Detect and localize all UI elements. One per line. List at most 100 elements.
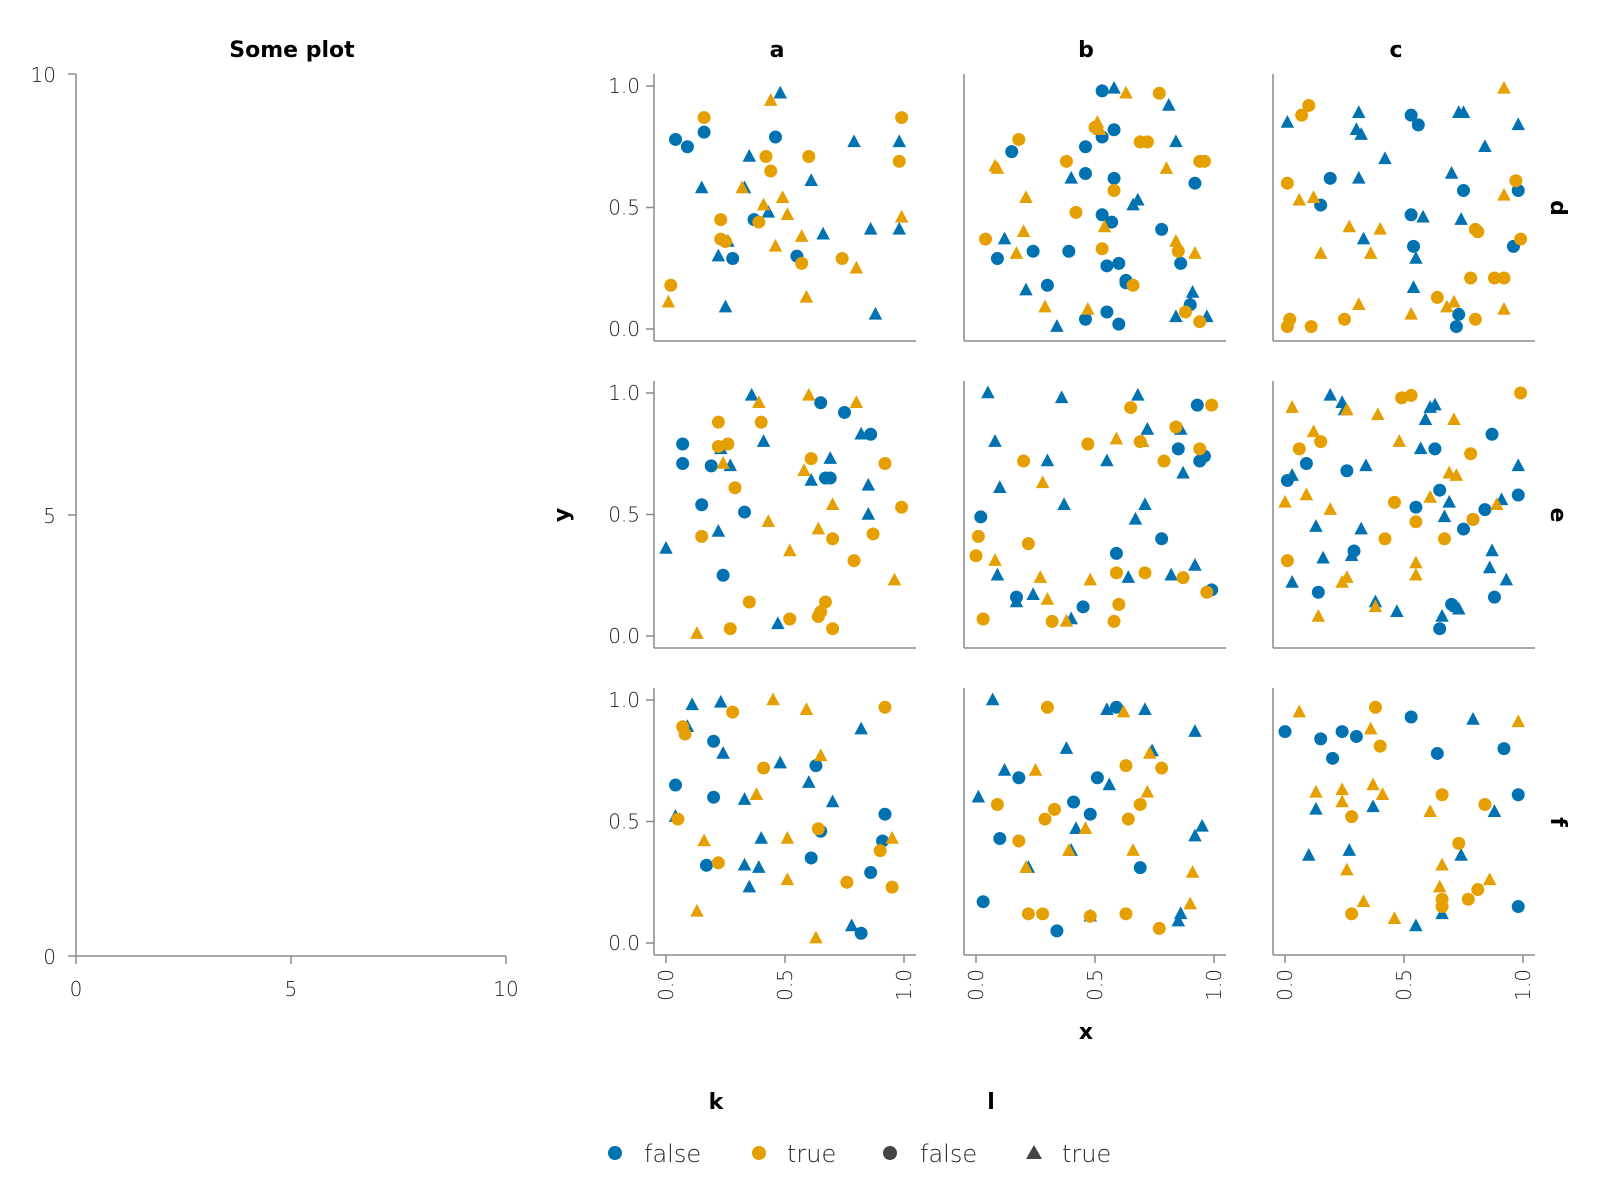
data-point-circle	[1430, 290, 1444, 304]
data-point-circle	[1059, 154, 1073, 168]
data-point-triangle	[742, 879, 757, 893]
data-point-triangle	[1135, 434, 1150, 447]
legend-label-l-true: true	[1062, 1140, 1111, 1168]
col-label-a: a	[770, 38, 785, 63]
data-point-circle	[704, 459, 718, 473]
data-point-circle	[1012, 132, 1026, 146]
data-point-triangle	[1309, 519, 1323, 532]
panel-x-tick-label: 0.0	[1273, 969, 1297, 1001]
data-point-circle	[804, 851, 818, 865]
data-point-circle	[979, 232, 993, 246]
data-point-circle	[676, 437, 690, 451]
data-point-circle	[1471, 225, 1485, 239]
data-point-circle	[1012, 834, 1026, 848]
data-point-triangle	[1428, 397, 1442, 411]
data-point-triangle	[1447, 294, 1461, 308]
data-point-circle	[1045, 614, 1059, 628]
data-point-triangle	[1126, 843, 1140, 856]
data-point-triangle	[1059, 741, 1074, 754]
data-point-circle	[1464, 447, 1478, 461]
data-point-triangle	[1285, 468, 1299, 481]
data-point-triangle	[1026, 587, 1040, 600]
data-point-triangle	[1083, 572, 1097, 586]
legend-label-l-false: false	[920, 1140, 977, 1168]
data-point-circle	[1133, 797, 1147, 811]
data-point-triangle	[1409, 567, 1423, 581]
data-point-triangle	[752, 395, 766, 408]
data-point-triangle	[825, 794, 840, 808]
data-point-circle	[826, 532, 840, 546]
panel-f-a: 0.0 0.5 1.0 0.0 0.5 1.0	[608, 688, 916, 1001]
data-point-triangle	[1306, 190, 1321, 204]
data-point-circle	[1295, 108, 1309, 122]
data-point-circle	[1478, 797, 1492, 811]
data-point-triangle	[735, 180, 749, 194]
data-point-triangle	[1019, 190, 1033, 204]
data-point-triangle	[1352, 105, 1366, 118]
data-point-triangle	[716, 745, 730, 759]
data-point-triangle	[1069, 821, 1083, 835]
data-point-triangle	[1292, 192, 1307, 206]
legend-marker-l-true	[1026, 1145, 1042, 1159]
data-point-circle	[1100, 305, 1114, 319]
data-point-circle	[1511, 183, 1525, 197]
data-point-triangle	[1285, 575, 1299, 588]
data-point-circle	[1280, 554, 1294, 568]
data-point-triangle	[1162, 97, 1176, 111]
panel-d-c	[1272, 74, 1535, 342]
data-point-circle	[1109, 700, 1123, 714]
data-point-triangle	[711, 248, 726, 262]
y-axis-label: y	[550, 508, 575, 522]
data-point-triangle	[773, 755, 787, 769]
panel-x-tick-label: 0.5	[773, 969, 797, 1001]
data-point-circle	[1407, 239, 1421, 253]
col-label-b: b	[1078, 38, 1094, 63]
data-point-circle	[1302, 98, 1316, 112]
data-point-triangle	[985, 692, 1000, 706]
panel-y-tick-label: 0.0	[608, 317, 640, 341]
data-point-triangle	[1185, 865, 1200, 878]
data-point-circle	[1155, 222, 1169, 236]
data-point-triangle	[694, 180, 709, 194]
panel-x-tick-label: 1.0	[1202, 969, 1226, 1001]
data-point-circle	[1062, 244, 1076, 258]
data-point-circle	[1038, 812, 1052, 826]
data-point-triangle	[990, 567, 1005, 581]
data-point-triangle	[1378, 151, 1392, 165]
data-point-triangle	[737, 857, 752, 871]
data-point-triangle	[1285, 400, 1299, 413]
data-point-triangle	[1454, 848, 1468, 861]
data-point-circle	[1433, 622, 1447, 636]
data-point-triangle	[1404, 306, 1418, 320]
data-point-circle	[838, 405, 851, 419]
data-point-circle	[1126, 278, 1140, 292]
data-point-triangle	[1138, 497, 1152, 511]
data-point-triangle	[1371, 407, 1385, 421]
left-plot-title: Some plot	[229, 38, 355, 63]
data-point-circle	[1345, 907, 1359, 921]
data-point-triangle	[1054, 390, 1069, 404]
data-point-triangle	[1016, 224, 1031, 238]
data-point-circle	[1404, 710, 1418, 724]
data-point-circle	[1119, 907, 1133, 921]
data-point-triangle	[847, 134, 861, 148]
data-point-circle	[1461, 892, 1475, 906]
data-point-circle	[1314, 435, 1328, 449]
data-point-circle	[764, 164, 778, 178]
data-point-circle	[1140, 135, 1154, 149]
data-point-circle	[1457, 522, 1470, 536]
data-point-circle	[1345, 810, 1359, 824]
data-point-circle	[1497, 271, 1511, 285]
data-point-circle	[1090, 771, 1104, 785]
data-point-triangle	[754, 831, 768, 844]
data-point-triangle	[1102, 777, 1117, 791]
data-point-triangle	[1040, 453, 1055, 467]
data-point-circle	[697, 125, 711, 139]
data-point-circle	[1409, 515, 1423, 529]
data-point-circle	[1040, 278, 1054, 292]
data-point-triangle	[1278, 494, 1292, 508]
data-point-triangle	[799, 289, 814, 303]
data-point-triangle	[1435, 609, 1449, 622]
data-point-triangle	[1409, 918, 1423, 932]
data-point-triangle	[844, 918, 859, 932]
